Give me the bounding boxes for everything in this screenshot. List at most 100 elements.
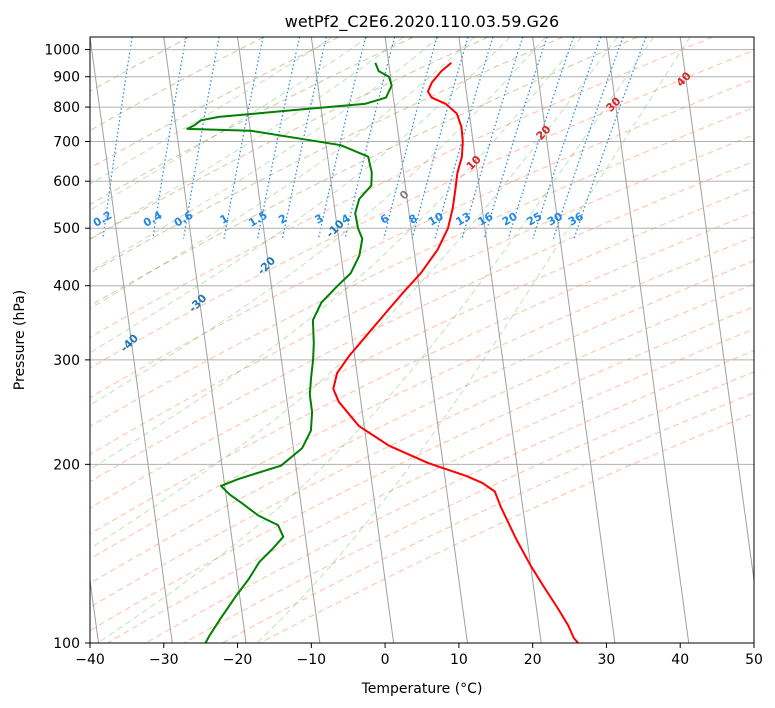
- isotherm-line: [90, 37, 173, 643]
- y-axis-label: Pressure (hPa): [12, 290, 28, 390]
- moist-adiabat-label: -60: [0, 419, 6, 442]
- x-tick-label: 30: [598, 652, 616, 668]
- moist-adiabat-label: -40: [118, 331, 141, 354]
- y-tick-label: 700: [53, 134, 80, 150]
- x-tick-label: 20: [524, 652, 542, 668]
- moist-adiabat-line: [90, 37, 547, 406]
- dry-adiabat-line: [183, 371, 754, 643]
- moist-adiabats: [90, 37, 691, 643]
- mixing-ratio-label: 0.2: [91, 209, 114, 230]
- mixing-ratio-line: [383, 37, 438, 239]
- moist-adiabat-line: [97, 37, 655, 643]
- moist-adiabat-line: [90, 37, 475, 310]
- moist-adiabat-label: -30: [186, 291, 209, 314]
- mixing-ratio-line: [411, 37, 469, 239]
- y-tick-label: 300: [53, 353, 80, 369]
- plot-area: 0.10.20.40.611.52346810131620253036-100-…: [0, 37, 754, 643]
- dry-adiabat-line: [90, 49, 754, 369]
- y-tick-label: 600: [53, 174, 80, 190]
- dry-adiabat-line: [221, 392, 754, 643]
- moist-adiabat-line: [90, 37, 511, 354]
- x-tick-label: 0: [381, 652, 390, 668]
- y-tick-label: 1000: [44, 43, 80, 59]
- isotherm-line: [605, 37, 690, 643]
- y-tick-label: 500: [53, 221, 80, 237]
- mixing-ratio-line: [573, 37, 647, 239]
- mixing-ratio-line: [257, 37, 301, 239]
- mixing-ratio-line: [223, 37, 264, 239]
- mixing-ratio-label: 3: [312, 212, 325, 227]
- dry-adiabat-line: [90, 37, 489, 240]
- dry-adiabat-line: [90, 106, 754, 427]
- dry-adiabat-line: [90, 283, 754, 608]
- moist-adiabat-line: [90, 37, 440, 273]
- moist-adiabat-label: -20: [255, 254, 278, 277]
- y-tick-label: 800: [53, 100, 80, 116]
- x-tick-label: −40: [75, 652, 105, 668]
- dry-adiabat-line: [90, 78, 754, 399]
- x-tick-label: 40: [671, 652, 689, 668]
- dry-adiabat-line: [90, 236, 754, 560]
- mixing-ratio-line: [182, 37, 220, 239]
- dry-adiabat-line: [90, 37, 638, 307]
- dry-adiabats: [90, 37, 754, 643]
- mixing-ratio-line: [281, 37, 327, 239]
- isotherm-line: [679, 37, 754, 584]
- dry-adiabat-line: [260, 412, 754, 643]
- moist-adiabat-line: [90, 37, 333, 185]
- isotherm-line: [237, 37, 321, 643]
- moist-adiabat-line: [90, 37, 404, 240]
- temperature-profile-line: [332, 62, 579, 643]
- mixing-ratio-label: 36: [566, 210, 586, 229]
- mixing-ratio-label: 1.5: [246, 209, 269, 230]
- y-tick-label: 400: [53, 279, 80, 295]
- mixing-ratio-label: 6: [378, 211, 391, 226]
- moist-adiabat-label: -50: [50, 375, 73, 398]
- y-axis: 1000 900 800 700 600 500 400 300 200 100: [44, 43, 90, 652]
- mixing-ratio-label: 0.4: [141, 208, 165, 229]
- moist-adiabat-line: [256, 37, 691, 643]
- moist-adiabat-line: [90, 37, 369, 211]
- x-tick-label: 10: [450, 652, 468, 668]
- mixing-ratio-line: [461, 37, 524, 239]
- dewpoint-profile-line: [186, 62, 393, 643]
- dry-adiabat-line: [90, 37, 414, 205]
- isotherm-line: [163, 37, 247, 643]
- dry-adiabat-line: [90, 186, 754, 509]
- x-tick-label: −10: [297, 652, 327, 668]
- mixing-ratio-label: 30: [545, 210, 565, 229]
- isotherm-line: [310, 37, 395, 643]
- mixing-ratio-label: 10: [426, 210, 446, 229]
- x-tick-label: −20: [223, 652, 253, 668]
- isotherm-line: [384, 37, 468, 643]
- moist-adiabat-line: [90, 37, 618, 550]
- dry-adiabat-line: [90, 260, 754, 584]
- dry-adiabat-line: [90, 37, 564, 274]
- y-tick-label: 900: [53, 70, 80, 86]
- chart-title: wetPf2_C2E6.2020.110.03.59.G26: [285, 12, 559, 32]
- mixing-ratio-label: 13: [453, 210, 473, 229]
- moist-adiabat-label: 40: [674, 69, 694, 89]
- mixing-ratio-line: [552, 37, 624, 239]
- isopleth-labels: 0.10.20.40.611.52346810131620253036-100-…: [0, 69, 694, 442]
- dry-adiabat-line: [107, 328, 754, 643]
- isotherm-line: [90, 576, 100, 643]
- dry-adiabat-line: [90, 134, 754, 455]
- y-tick-label: 100: [53, 636, 80, 652]
- mixing-ratio-line: [317, 37, 367, 239]
- dry-adiabat-line: [90, 211, 754, 535]
- mixing-ratio-line: [102, 37, 133, 239]
- dry-adiabat-line: [90, 37, 713, 338]
- dry-adiabat-line: [90, 160, 754, 483]
- isotherm-line: [532, 37, 616, 643]
- mixing-ratio-line: [344, 37, 396, 239]
- isotherm-line: [753, 37, 754, 41]
- dry-adiabat-line: [90, 37, 339, 169]
- mixing-ratio-line: [152, 37, 187, 239]
- plot-frame: [89, 36, 755, 644]
- mixing-ratio-line: [434, 37, 494, 239]
- x-tick-label: −30: [149, 652, 179, 668]
- grid: [90, 49, 754, 643]
- isotherm-line: [458, 37, 542, 643]
